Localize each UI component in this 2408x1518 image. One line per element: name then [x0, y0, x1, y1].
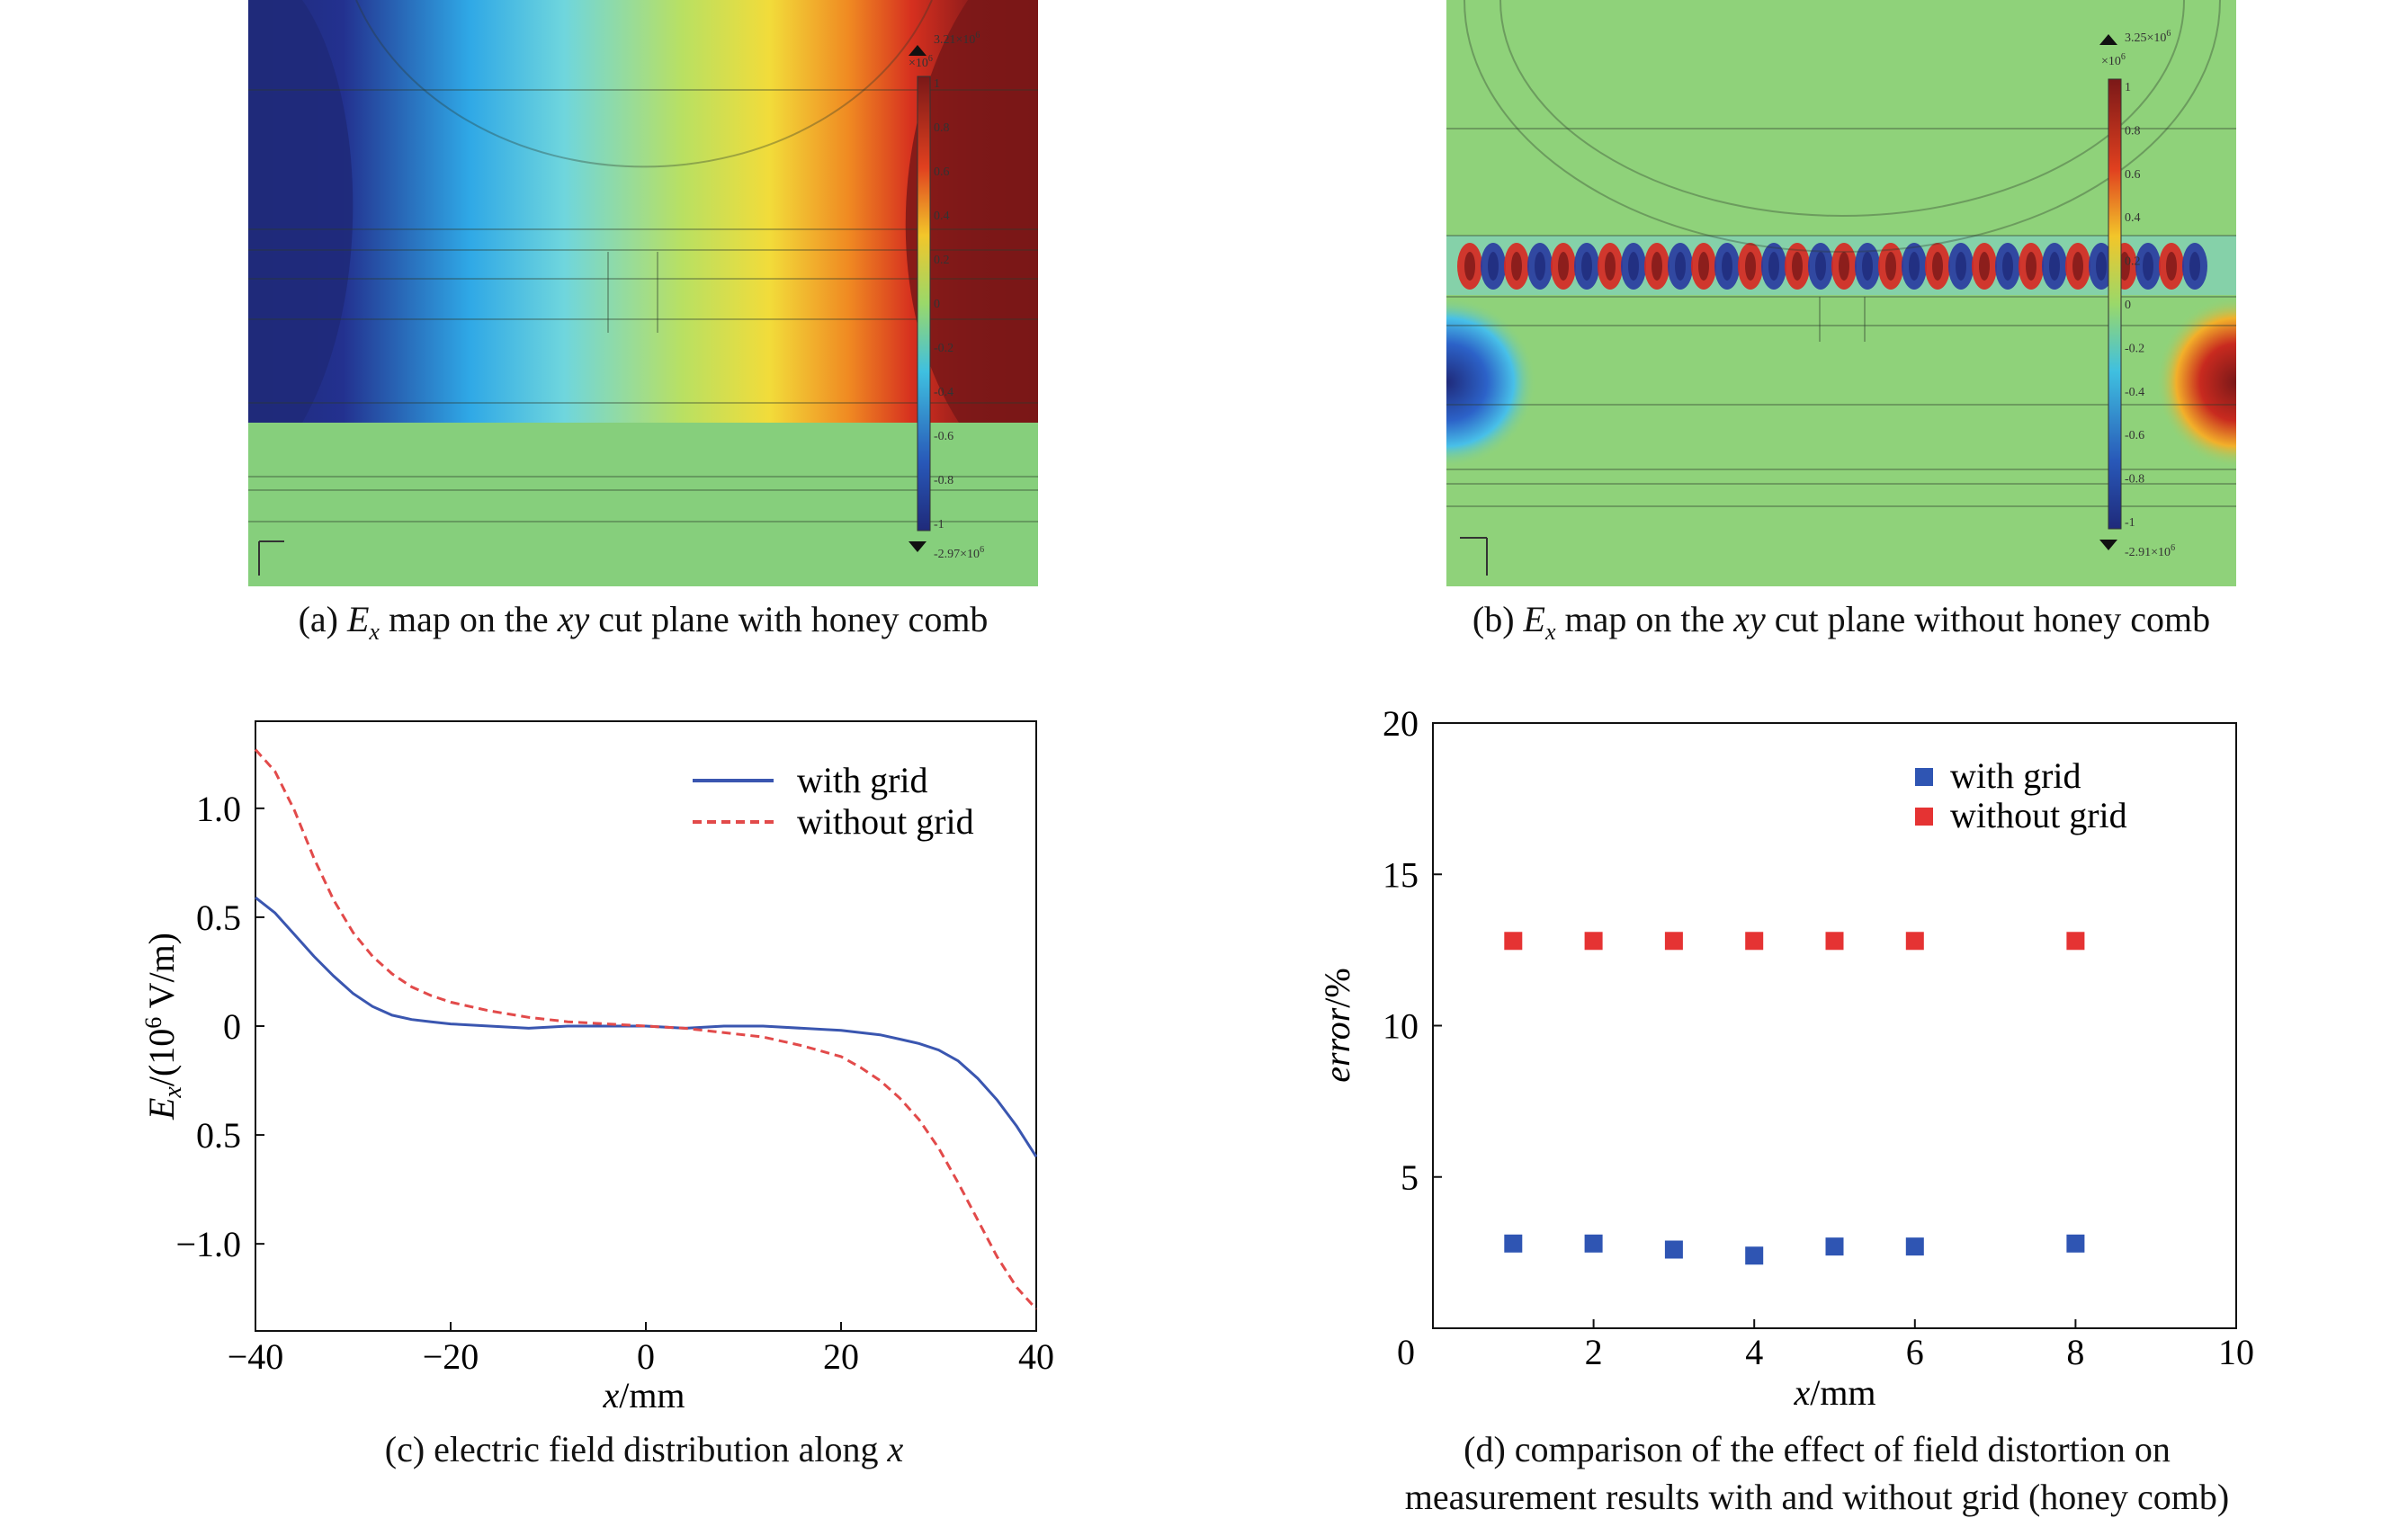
point-without-grid: [1584, 932, 1603, 951]
x-tick-label: 4: [1745, 1332, 1763, 1372]
legend-label: with grid: [1950, 755, 2081, 796]
colorbar-b-tick-label: -1: [2125, 516, 2135, 530]
legend-label: with grid: [797, 760, 928, 800]
caption-d-line2: measurement results with and without gri…: [1404, 1477, 2230, 1517]
colorbar-b-max: 3.25×106: [2125, 29, 2171, 45]
x-tick-label: 10: [2218, 1332, 2254, 1372]
y-tick-label: −1.0: [175, 1224, 241, 1264]
caption-d-line1: (d) comparison of the effect of field di…: [1464, 1429, 2171, 1469]
chart-d-xlabel: x/mm: [1793, 1372, 1875, 1413]
colorbar-a-tick-label: -0.6: [934, 430, 953, 443]
point-without-grid: [2066, 932, 2085, 951]
colorbar-b-tick-label: 0.2: [2125, 255, 2141, 269]
point-without-grid: [1745, 932, 1764, 951]
colorbar-a-tick-label: -1: [934, 518, 944, 531]
point-with-grid: [1825, 1237, 1844, 1256]
colorbar-a-tick-label: -0.8: [934, 474, 953, 487]
point-without-grid: [1825, 932, 1844, 951]
y-tick-label: 20: [1383, 703, 1419, 744]
x-tick-label: −20: [423, 1336, 479, 1377]
colorbar-a-tick-label: 0.6: [934, 165, 950, 179]
colorbar-b-tick-label: -0.6: [2125, 429, 2144, 442]
colorbar-b-tick-label: -0.8: [2125, 473, 2144, 487]
field-map-a-image: 3.21×106 ×106 -2.97×106 1 0.8 0.6 0.4 0.2 0 -0…: [68, 0, 1218, 685]
point-without-grid: [1664, 932, 1683, 951]
chart-c: −40 −20 0 20 40 1.0 0.5 0 0.5 −1.0 with grid witho…: [0, 701, 1079, 1421]
colorbar-a-tick-label: -0.4: [934, 386, 953, 399]
chart-c-ylabel: Ex/(106 V/m): [140, 933, 187, 1121]
colorbar-a-tick-label: -0.2: [934, 342, 953, 355]
x-tick-label: 6: [1906, 1332, 1924, 1372]
y-tick-label: 5: [1401, 1157, 1419, 1198]
colorbar-b-tick-label: 0.8: [2125, 124, 2141, 138]
colorbar-a-tick-label: 0: [934, 298, 940, 311]
y-tick-label: 0.5: [196, 1115, 241, 1156]
point-with-grid: [1664, 1240, 1683, 1259]
point-with-grid: [1745, 1246, 1764, 1265]
caption-a: (a) Ex map on the xy cut plane with hone…: [298, 599, 989, 645]
x-tick-label: 0: [637, 1336, 655, 1377]
point-with-grid: [2066, 1234, 2085, 1253]
colorbar-b-tick-label: 0.4: [2125, 211, 2141, 225]
y-tick-label: 0: [223, 1006, 241, 1047]
field-map-b: 3.25×106 ×106 -2.91×106 1 0.8 0.6 0.4 0.2 0 -0…: [1267, 0, 2408, 676]
field-map-b-image: 3.25×106 ×106 -2.91×106 1 0.8 0.6 0.4 0.2 0 -0…: [1267, 0, 2408, 676]
y-tick-label: 0.5: [196, 897, 241, 938]
colorbar-a-min: -2.97×106: [934, 545, 984, 561]
legend-label: without grid: [1950, 795, 2127, 835]
legend-swatch: [1915, 768, 1933, 786]
chart-c-xlabel: x/mm: [602, 1375, 685, 1415]
x-tick-label: 20: [823, 1336, 859, 1377]
colorbar-a-tick-label: 0.4: [934, 210, 950, 223]
colorbar-a-multiplier: ×106: [909, 54, 933, 70]
x-tick-label: 8: [2066, 1332, 2084, 1372]
point-without-grid: [1504, 932, 1523, 951]
legend-swatch: [1915, 808, 1933, 826]
y-tick-label: 1.0: [196, 789, 241, 829]
colorbar-b-tick-label: 0: [2125, 299, 2131, 312]
chart-d-ylabel: error/%: [1317, 968, 1357, 1082]
series-line-without-grid: [254, 748, 1038, 1310]
colorbar-b-tick-label: 0.6: [2125, 168, 2141, 182]
x-tick-label: 0: [1397, 1332, 1415, 1372]
chart-d: 0 2 4 6 8 10 5 10 15 20 with grid without grid x/m…: [1259, 701, 2408, 1421]
colorbar-b-tick-label: -0.4: [2125, 386, 2144, 399]
caption-b: (b) Ex map on the xy cut plane without h…: [1472, 599, 2211, 645]
point-with-grid: [1584, 1234, 1603, 1253]
point-without-grid: [1905, 932, 1924, 951]
field-map-a: 3.21×106 ×106 -2.97×106 1 0.8 0.6 0.4 0.2 0 -0…: [68, 0, 1218, 685]
legend-label: without grid: [797, 801, 974, 842]
colorbar-a-tick-label: 1: [934, 77, 940, 91]
colorbar-a-max: 3.21×106: [934, 31, 980, 47]
x-tick-label: 2: [1585, 1332, 1603, 1372]
y-tick-label: 15: [1383, 854, 1419, 895]
colorbar-b-tick-label: 1: [2125, 81, 2131, 94]
point-with-grid: [1905, 1237, 1924, 1256]
colorbar-b-tick-label: -0.2: [2125, 342, 2144, 355]
x-tick-label: 40: [1018, 1336, 1054, 1377]
x-tick-label: −40: [228, 1336, 284, 1377]
colorbar-b-min: -2.91×106: [2125, 543, 2175, 559]
point-with-grid: [1504, 1234, 1523, 1253]
chart-c-svg: −40 −20 0 20 40 1.0 0.5 0 0.5 −1.0 with gridwitho…: [140, 720, 1054, 1415]
colorbar-b-multiplier: ×106: [2101, 52, 2126, 68]
y-tick-label: 10: [1383, 1006, 1419, 1047]
caption-c: (c) electric field distribution along x: [384, 1429, 904, 1469]
colorbar-a-tick-label: 0.8: [934, 121, 950, 135]
colorbar-a-tick-label: 0.2: [934, 254, 950, 267]
